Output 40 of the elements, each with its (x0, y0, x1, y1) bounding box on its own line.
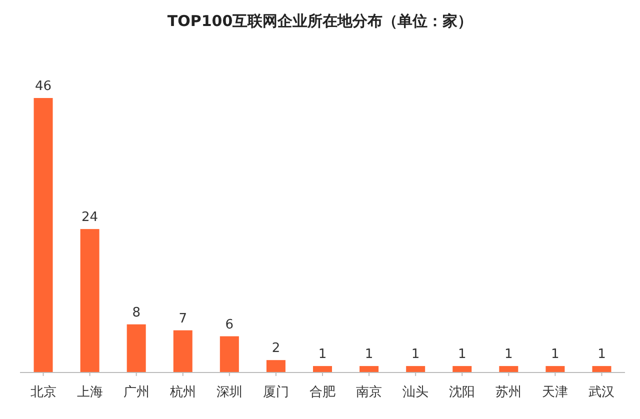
bar (34, 98, 53, 372)
x-tick-label: 南京 (356, 385, 382, 400)
data-label: 1 (411, 347, 420, 362)
bar (80, 229, 100, 372)
data-label: 2 (272, 341, 280, 356)
bar (173, 330, 192, 372)
x-tick-label: 天津 (542, 385, 568, 400)
data-label: 8 (132, 305, 140, 320)
bar (452, 366, 472, 372)
x-tick-label: 北京 (30, 385, 56, 400)
x-tick-label: 厦门 (262, 384, 289, 400)
data-label: 6 (225, 317, 234, 332)
bar (360, 366, 379, 372)
bar (406, 366, 426, 372)
bar (313, 366, 332, 372)
data-label: 7 (178, 311, 188, 326)
data-label: 1 (504, 347, 513, 362)
x-tick-label: 武汉 (588, 385, 615, 400)
x-tick-label: 合肥 (310, 385, 336, 400)
x-tick-label: 上海 (76, 385, 103, 400)
bar (499, 366, 518, 372)
data-label: 46 (34, 79, 52, 94)
bar (266, 360, 286, 372)
x-tick-label: 深圳 (216, 385, 242, 400)
data-label: 24 (82, 210, 98, 226)
bar (126, 324, 146, 372)
bar (220, 336, 239, 372)
x-tick-label: 汕头 (402, 385, 429, 400)
bar (546, 366, 565, 372)
x-tick-label: 广州 (123, 385, 150, 400)
chart-title: TOP100互联网企业所在地分布（单位：家） (167, 12, 473, 30)
data-label: 1 (318, 347, 327, 362)
bar (592, 366, 612, 372)
x-tick-label: 杭州 (168, 385, 196, 400)
data-label: 1 (364, 347, 374, 362)
x-tick-label: 沈阳 (449, 385, 476, 400)
data-label: 1 (551, 347, 560, 362)
x-tick-label: 苏州 (496, 385, 522, 400)
data-label: 1 (458, 347, 466, 362)
data-label: 1 (598, 347, 606, 362)
